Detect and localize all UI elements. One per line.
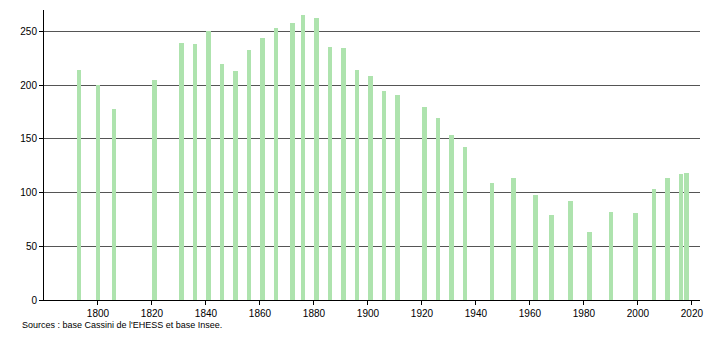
svg-text:1860: 1860 — [249, 308, 272, 319]
svg-text:250: 250 — [20, 26, 37, 37]
svg-text:100: 100 — [20, 187, 37, 198]
svg-text:1820: 1820 — [141, 308, 164, 319]
svg-text:1940: 1940 — [465, 308, 488, 319]
svg-text:200: 200 — [20, 80, 37, 91]
svg-text:1960: 1960 — [519, 308, 542, 319]
svg-text:0: 0 — [31, 295, 37, 306]
svg-text:50: 50 — [26, 241, 38, 252]
svg-text:1980: 1980 — [573, 308, 596, 319]
svg-text:1800: 1800 — [87, 308, 110, 319]
svg-text:1900: 1900 — [357, 308, 380, 319]
svg-text:1840: 1840 — [195, 308, 218, 319]
svg-text:1880: 1880 — [303, 308, 326, 319]
svg-text:2020: 2020 — [681, 308, 704, 319]
svg-text:150: 150 — [20, 133, 37, 144]
svg-text:1920: 1920 — [411, 308, 434, 319]
svg-text:Sources : base Cassini de l'EH: Sources : base Cassini de l'EHESS et bas… — [22, 320, 222, 330]
svg-text:2000: 2000 — [627, 308, 650, 319]
